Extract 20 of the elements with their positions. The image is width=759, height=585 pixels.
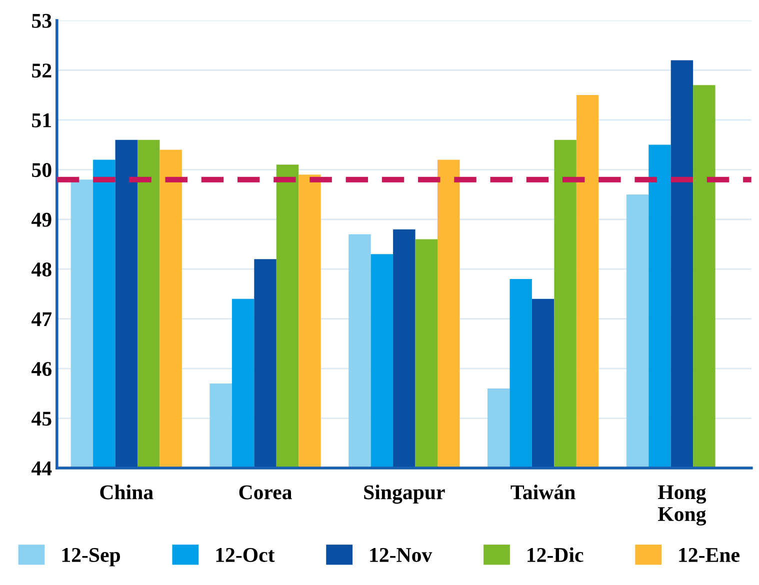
legend-label: 12-Oct <box>216 548 275 562</box>
x-tick-label: Singapur <box>364 484 445 504</box>
legend-label: 12-Ene <box>679 548 740 562</box>
legend-label: 12-Sep <box>62 548 120 566</box>
legend-label: 12-Nov <box>370 548 432 562</box>
x-tick-label: Corea <box>239 485 292 500</box>
y-tick-label: 47 <box>32 312 52 326</box>
legend-label: 12-Dic <box>528 547 584 562</box>
y-tick-label: 45 <box>32 412 52 426</box>
y-tick-label: 49 <box>32 212 52 227</box>
y-tick-label: 48 <box>32 262 52 277</box>
y-tick-label: 51 <box>32 113 51 128</box>
y-tick-label: 53 <box>32 14 52 28</box>
x-tick-label: China <box>100 484 154 500</box>
y-tick-label: 44 <box>32 462 52 476</box>
y-tick-label: 50 <box>32 163 52 178</box>
y-tick-label: 46 <box>32 362 52 376</box>
y-tick-label: 52 <box>32 64 52 78</box>
x-tick-label: Taiwán <box>510 484 576 500</box>
x-tick-label: Hong Kong <box>658 485 706 526</box>
